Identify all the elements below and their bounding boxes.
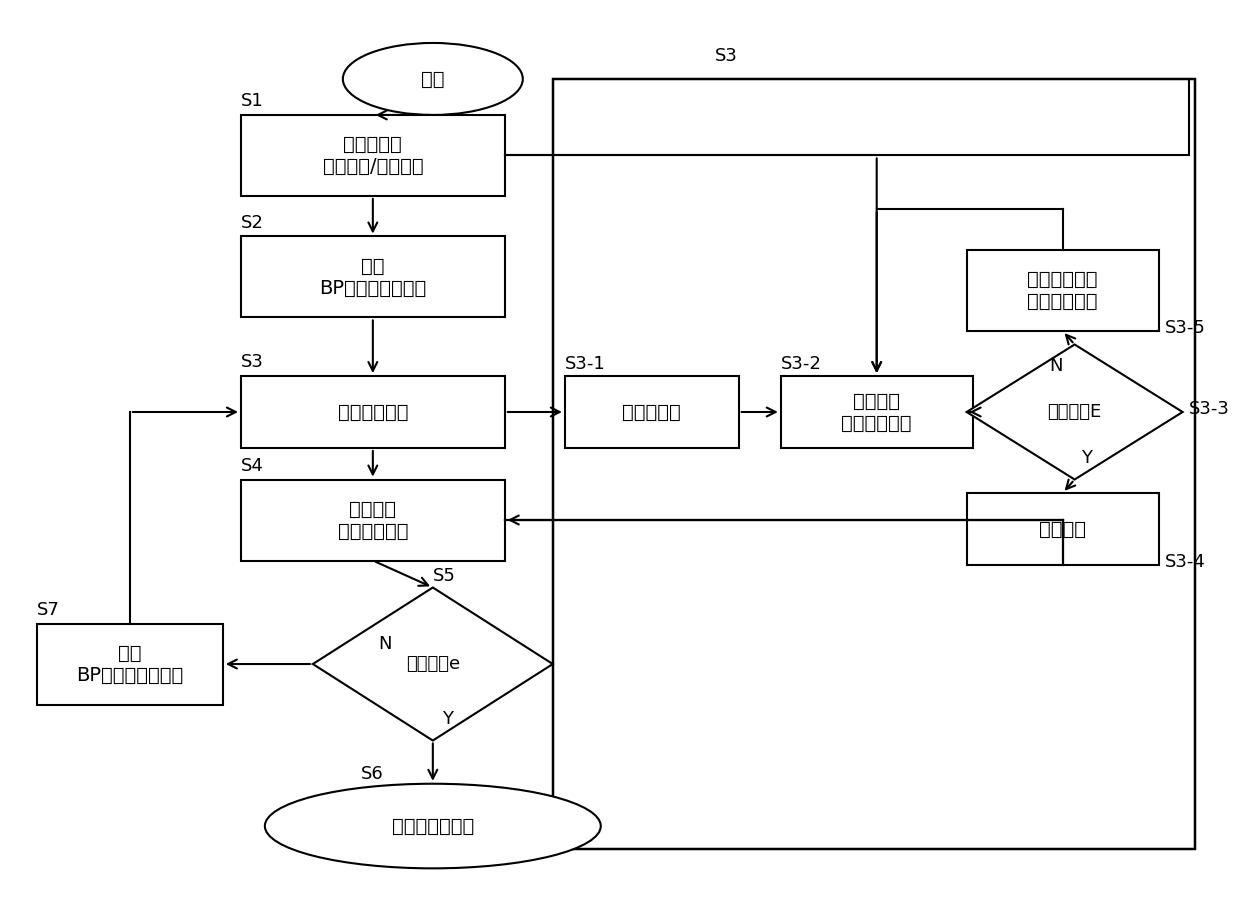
Text: 仿真，输出结果: 仿真，输出结果: [392, 816, 474, 835]
Text: N: N: [378, 635, 392, 654]
Bar: [241, 376, 505, 448]
Text: 结束训练: 结束训练: [1039, 519, 1086, 538]
Bar: [241, 237, 505, 317]
Bar: [781, 376, 972, 448]
Text: 进行网络训练: 进行网络训练: [337, 402, 408, 421]
Text: S4: S4: [241, 457, 264, 475]
Text: 建立
BP神经网络的结构: 建立 BP神经网络的结构: [319, 257, 427, 297]
Polygon shape: [967, 345, 1183, 480]
Text: Y: Y: [1080, 449, 1091, 467]
Bar: [241, 115, 505, 196]
Text: S3-4: S3-4: [1164, 553, 1205, 571]
Bar: [967, 250, 1158, 331]
Text: N: N: [1049, 356, 1063, 375]
Ellipse shape: [342, 43, 523, 115]
Text: 判断误差e: 判断误差e: [405, 655, 460, 673]
Bar: [241, 480, 505, 560]
Polygon shape: [312, 588, 553, 740]
Text: S6: S6: [361, 765, 383, 782]
Bar: [967, 493, 1158, 565]
Text: S2: S2: [241, 214, 264, 232]
Text: 建立样本集
损耗数据/结温数据: 建立样本集 损耗数据/结温数据: [322, 135, 423, 176]
Text: 正向传播
计算实际输出: 正向传播 计算实际输出: [842, 391, 911, 432]
Text: S1: S1: [241, 92, 264, 111]
Text: S3-2: S3-2: [781, 356, 822, 373]
Bar: [564, 376, 739, 448]
Text: S3-3: S3-3: [1189, 400, 1230, 419]
Text: S3-1: S3-1: [564, 356, 605, 373]
Text: S5: S5: [433, 567, 455, 585]
Text: S3-5: S3-5: [1164, 319, 1205, 337]
Text: 调整
BP神经网络的结构: 调整 BP神经网络的结构: [77, 643, 184, 685]
Text: 开始: 开始: [422, 69, 445, 89]
Text: S3: S3: [714, 48, 738, 66]
Text: 正向传播
计算实际输出: 正向传播 计算实际输出: [337, 500, 408, 540]
Text: 判断误差E: 判断误差E: [1048, 403, 1102, 421]
Bar: [553, 79, 1194, 848]
Text: Y: Y: [443, 710, 454, 728]
Text: 误差反向传播
更新权值参数: 误差反向传播 更新权值参数: [1028, 270, 1097, 311]
Text: 网络初始化: 网络初始化: [622, 402, 681, 421]
Text: S3: S3: [241, 354, 264, 371]
Bar: [37, 623, 223, 705]
Text: S7: S7: [37, 601, 60, 619]
Ellipse shape: [265, 783, 600, 868]
